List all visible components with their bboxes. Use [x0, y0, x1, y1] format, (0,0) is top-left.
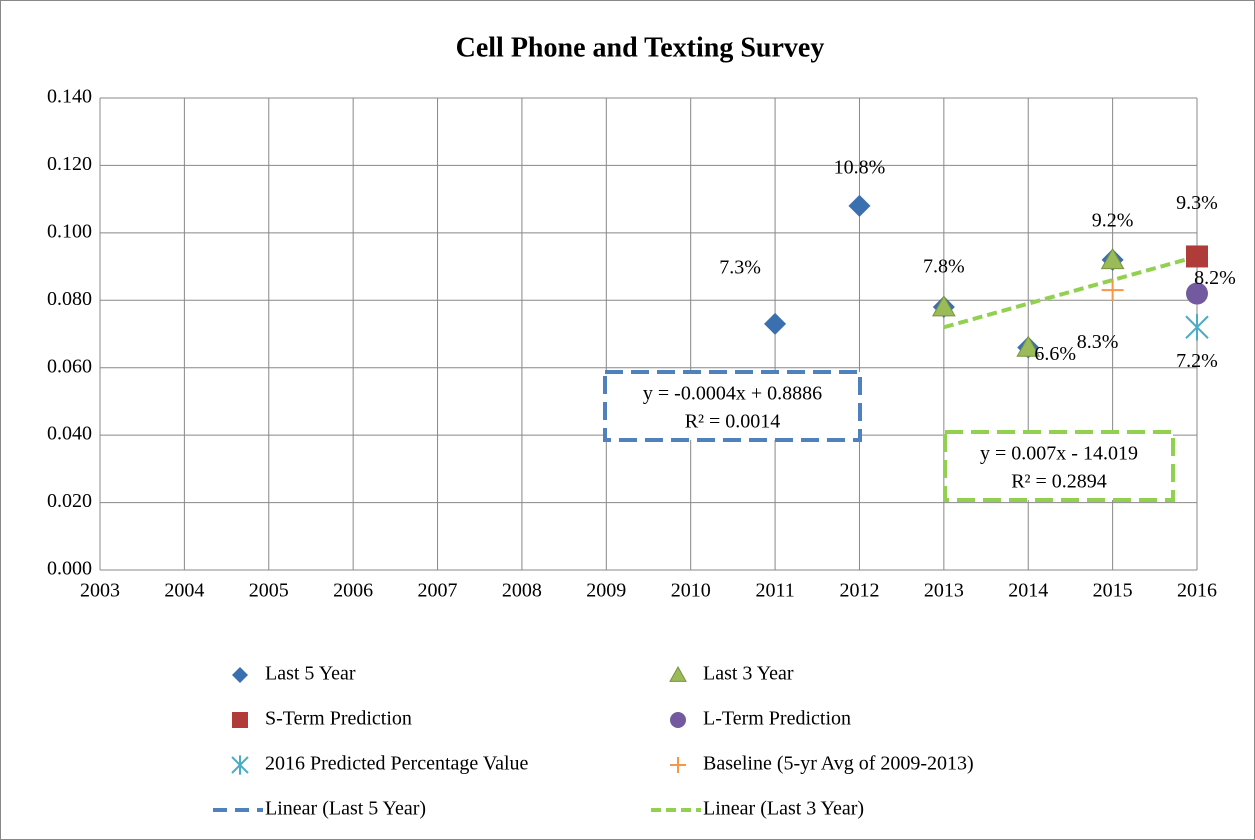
data-label: 6.6% — [1034, 343, 1076, 365]
trendline — [943, 254, 1198, 330]
data-label: 7.3% — [719, 256, 761, 278]
data-label: 8.3% — [1077, 331, 1119, 353]
data-label: 9.3% — [1176, 192, 1218, 214]
y-tick-label: 0.120 — [47, 153, 92, 175]
legend-label: Last 5 Year — [265, 663, 356, 685]
x-tick-label: 2011 — [755, 580, 794, 602]
y-tick-label: 0.020 — [47, 490, 92, 512]
x-tick-label: 2005 — [249, 580, 289, 602]
trend-equation: y = -0.0004x + 0.8886 — [643, 383, 822, 405]
trend-r2: R² = 0.0014 — [685, 411, 781, 433]
legend-label: Linear (Last 5 Year) — [265, 798, 426, 820]
x-tick-label: 2014 — [1008, 580, 1048, 602]
y-tick-label: 0.000 — [47, 558, 92, 580]
triangle-marker — [1100, 247, 1125, 270]
triangle-marker — [1016, 335, 1041, 357]
x-marker — [1185, 314, 1209, 341]
plus-marker — [670, 757, 686, 773]
y-tick-label: 0.080 — [47, 288, 92, 310]
x-tick-label: 2012 — [839, 580, 879, 602]
x-tick-label: 2016 — [1177, 580, 1217, 602]
diamond-marker — [848, 194, 871, 217]
triangle-marker — [931, 294, 956, 317]
equation-box — [603, 370, 862, 442]
legend-label: S-Term Prediction — [265, 708, 412, 730]
trend-r2: R² = 0.2894 — [1011, 471, 1107, 493]
x-tick-label: 2004 — [164, 580, 204, 602]
y-tick-label: 0.040 — [47, 423, 92, 445]
y-tick-label: 0.060 — [47, 355, 92, 377]
x-tick-label: 2007 — [418, 580, 458, 602]
data-label: 10.8% — [834, 156, 886, 178]
legend-label: Last 3 Year — [703, 663, 794, 685]
data-label: 7.2% — [1176, 350, 1218, 372]
trend-equation: y = 0.007x - 14.019 — [980, 443, 1138, 465]
x-tick-label: 2015 — [1093, 580, 1133, 602]
x-tick-label: 2003 — [80, 580, 120, 602]
diamond-marker — [232, 667, 248, 683]
legend-label: 2016 Predicted Percentage Value — [265, 753, 529, 775]
circle-marker — [670, 712, 686, 728]
y-tick-label: 0.100 — [47, 220, 92, 242]
y-tick-label: 0.140 — [47, 86, 92, 108]
x-tick-label: 2010 — [671, 580, 711, 602]
x-marker — [231, 755, 249, 775]
square-marker — [1186, 245, 1208, 268]
data-label: 7.8% — [923, 256, 965, 278]
equation-box — [943, 430, 1175, 502]
x-tick-label: 2006 — [333, 580, 373, 602]
data-label: 8.2% — [1194, 267, 1236, 289]
legend-label: L-Term Prediction — [703, 708, 851, 730]
legend-label: Linear (Last 3 Year) — [703, 798, 864, 820]
legend-label: Baseline (5-yr Avg of 2009-2013) — [703, 753, 974, 775]
square-marker — [232, 712, 248, 728]
x-tick-label: 2013 — [924, 580, 964, 602]
diamond-marker — [764, 312, 787, 335]
x-tick-label: 2008 — [502, 580, 542, 602]
circle-marker — [1186, 282, 1208, 305]
chart-title: Cell Phone and Texting Survey — [456, 32, 825, 63]
x-tick-label: 2009 — [586, 580, 626, 602]
data-label: 9.2% — [1092, 209, 1134, 231]
plus-marker — [1101, 279, 1124, 302]
triangle-marker — [669, 665, 687, 682]
